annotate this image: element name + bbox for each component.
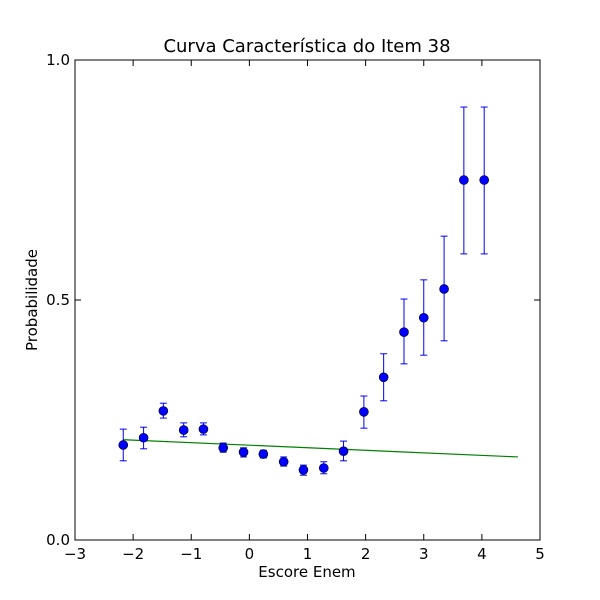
data-point — [298, 465, 309, 475]
data-point — [359, 407, 369, 417]
x-tick-label: 0 — [245, 545, 255, 563]
x-tick-label: 3 — [419, 545, 429, 563]
data-point — [338, 446, 349, 457]
data-point — [418, 312, 429, 323]
y-tick-label: 0.5 — [46, 291, 70, 309]
data-point — [178, 425, 189, 435]
x-tick-label: −2 — [122, 545, 144, 563]
data-point — [378, 372, 389, 383]
y-tick-label: 1.0 — [46, 51, 70, 69]
y-tick-label: 0.0 — [46, 531, 70, 549]
x-axis-label: Escore Enem — [258, 563, 355, 581]
data-point — [238, 447, 249, 457]
x-tick-label: 4 — [477, 545, 487, 563]
data-point — [399, 327, 409, 337]
y-axis-ticks: 0.0 0.5 1.0 — [46, 51, 540, 549]
data-point — [479, 175, 490, 185]
data-point — [158, 406, 169, 416]
y-axis-label: Probabilidade — [23, 249, 41, 351]
data-point — [138, 432, 149, 443]
data-point — [278, 456, 289, 467]
data-point — [118, 440, 129, 450]
data-point — [198, 424, 209, 434]
x-tick-label: 2 — [361, 545, 371, 563]
plot-content — [118, 106, 518, 476]
data-point — [218, 443, 229, 453]
data-point — [318, 463, 329, 473]
fitted-curve-line — [123, 439, 518, 458]
data-point — [459, 175, 469, 185]
x-tick-label: −3 — [64, 545, 86, 563]
x-axis-ticks: −3 −2 −1 0 1 2 3 4 5 — [64, 60, 545, 563]
data-point — [439, 284, 449, 294]
x-tick-label: 1 — [303, 545, 313, 563]
x-tick-label: 5 — [535, 545, 545, 563]
chart-title: Curva Característica do Item 38 — [163, 36, 450, 57]
x-tick-label: −1 — [180, 545, 202, 563]
data-point — [258, 449, 269, 459]
